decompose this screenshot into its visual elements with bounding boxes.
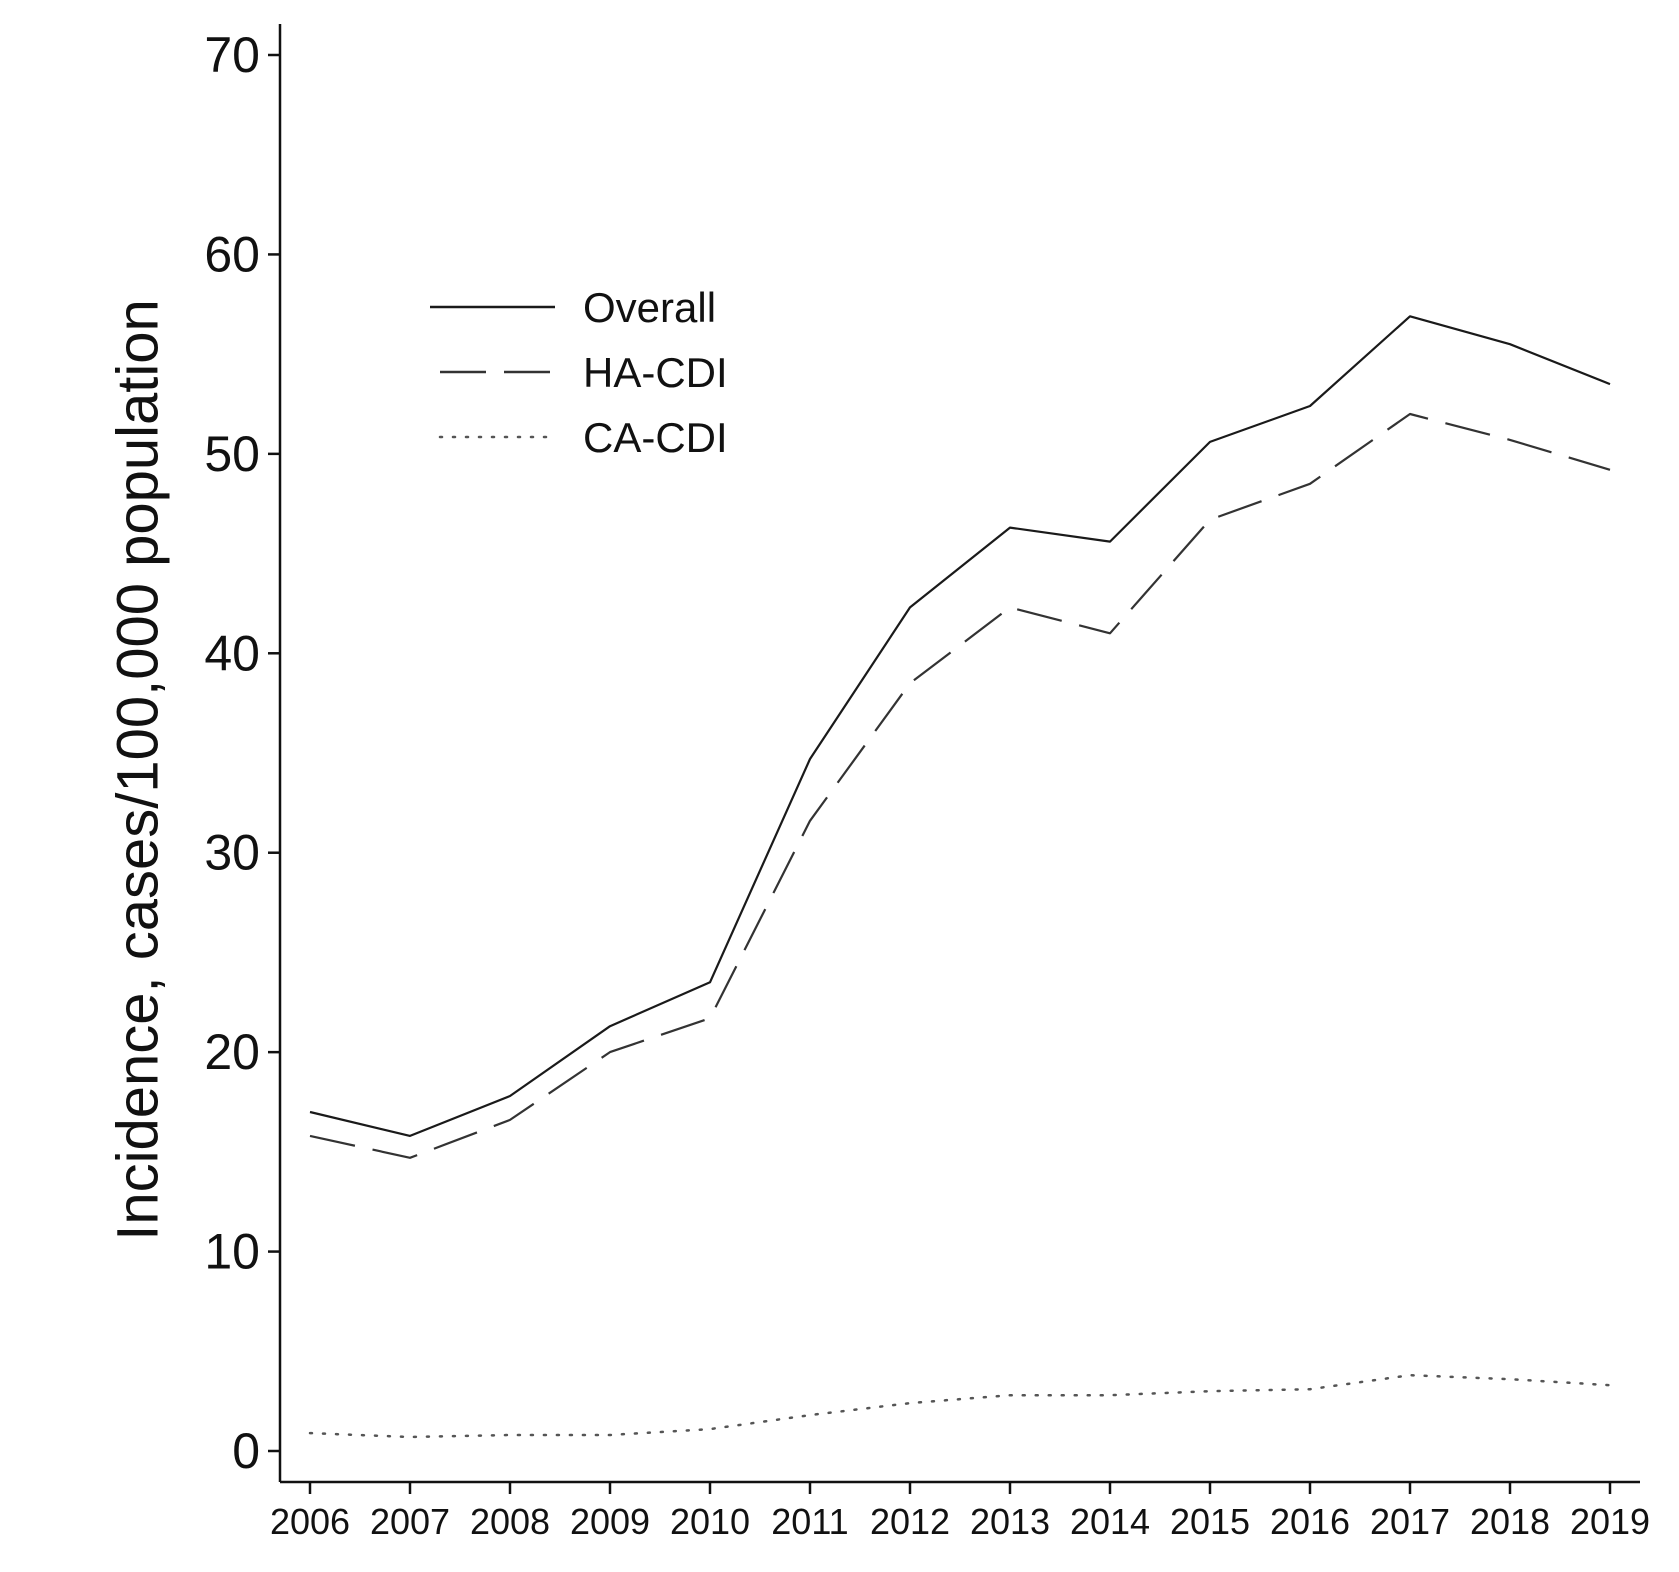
x-axis-ticks: 2006 2007 2008 2009 2010 2011 2012 2013 2014 2015… [270, 1482, 1650, 1542]
y-tick-label: 50 [204, 426, 260, 482]
x-tick-label: 2010 [670, 1501, 750, 1542]
x-tick-label: 2013 [970, 1501, 1050, 1542]
series-lines [308, 315, 1612, 1439]
series-line-ha-cdi [309, 412, 1611, 1159]
x-tick-label: 2009 [570, 1501, 650, 1542]
x-tick-label: 2012 [870, 1501, 950, 1542]
x-tick-label: 2018 [1470, 1501, 1550, 1542]
x-tick-label: 2007 [370, 1501, 450, 1542]
series-line-ca-cdi [308, 1373, 1612, 1439]
legend: Overall HA-CDI CA-CDI [430, 284, 728, 461]
x-tick-label: 2006 [270, 1501, 350, 1542]
legend-label-overall: Overall [583, 284, 716, 331]
y-tick-label: 0 [232, 1423, 260, 1479]
y-axis-title: Incidence, cases/100,000 population [105, 299, 170, 1241]
legend-label-ca-cdi: CA-CDI [583, 414, 728, 461]
y-tick-label: 40 [204, 625, 260, 681]
y-tick-label: 20 [204, 1024, 260, 1080]
y-tick-label: 70 [204, 27, 260, 83]
x-tick-label: 2014 [1070, 1501, 1150, 1542]
series-line-overall [309, 315, 1611, 1138]
x-tick-label: 2015 [1170, 1501, 1250, 1542]
x-tick-label: 2016 [1270, 1501, 1350, 1542]
legend-label-ha-cdi: HA-CDI [583, 349, 728, 396]
x-tick-label: 2017 [1370, 1501, 1450, 1542]
x-tick-label: 2011 [771, 1501, 848, 1542]
y-tick-label: 10 [204, 1224, 260, 1280]
x-tick-label: 2019 [1570, 1501, 1650, 1542]
x-tick-label: 2008 [470, 1501, 550, 1542]
y-tick-label: 30 [204, 825, 260, 881]
y-tick-label: 60 [204, 226, 260, 282]
y-axis-ticks: 0 10 20 30 40 50 60 70 [204, 27, 280, 1479]
axes [278, 24, 1640, 1484]
